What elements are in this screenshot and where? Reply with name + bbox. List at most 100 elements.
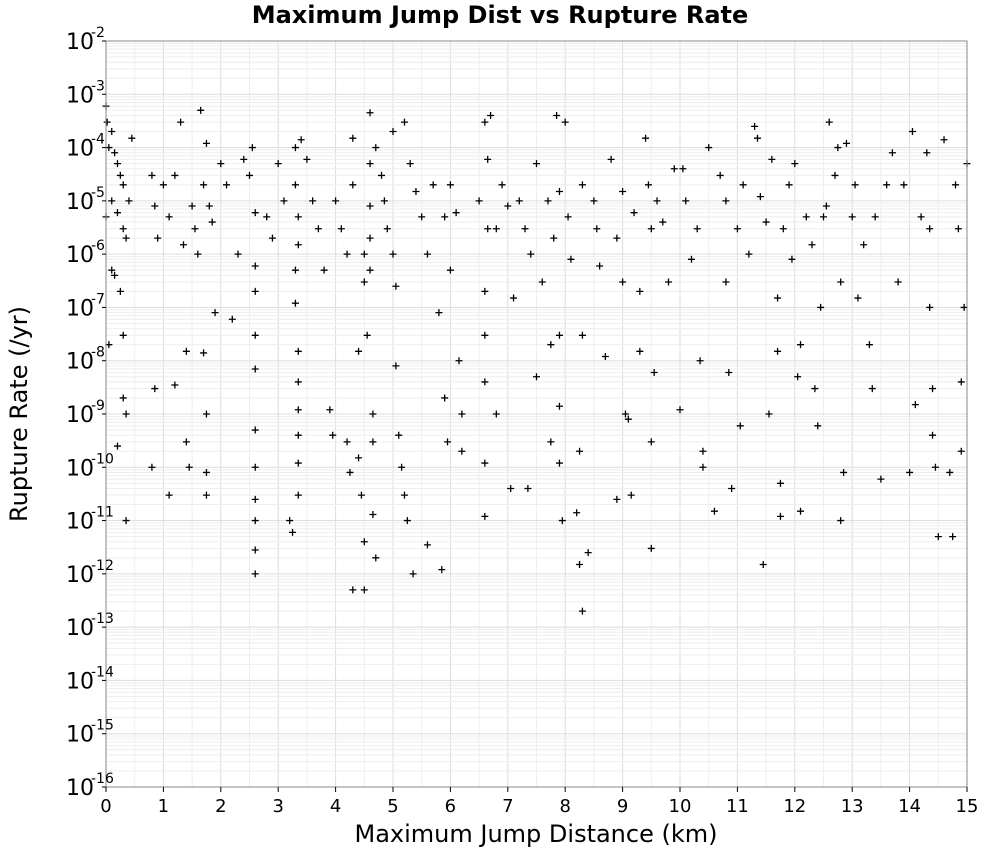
data-point <box>647 438 655 446</box>
data-point <box>343 250 351 258</box>
data-point <box>246 171 253 179</box>
data-point <box>906 468 914 476</box>
data-point <box>154 234 162 242</box>
data-point <box>650 369 658 377</box>
data-point <box>111 271 119 279</box>
data-point <box>122 410 130 418</box>
data-point <box>553 111 561 119</box>
data-point <box>194 250 202 258</box>
data-point <box>929 431 937 439</box>
data-point <box>294 491 302 499</box>
data-point <box>400 491 408 499</box>
data-point <box>647 225 655 233</box>
data-point <box>171 381 179 389</box>
data-point <box>369 511 377 518</box>
chart-title: Maximum Jump Dist vs Rupture Rate <box>252 1 749 29</box>
y-tick-label-exponent: -11 <box>91 505 114 521</box>
x-tick-label: 13 <box>841 796 864 817</box>
data-point <box>125 197 133 205</box>
data-point <box>438 566 446 574</box>
data-point <box>679 165 687 173</box>
data-point <box>593 225 601 233</box>
data-point <box>108 128 116 136</box>
data-point <box>613 234 621 242</box>
data-point <box>653 197 661 205</box>
data-point <box>251 570 259 578</box>
x-tick-label: 14 <box>898 796 921 817</box>
y-tick-label-exponent: -7 <box>91 291 105 307</box>
data-point <box>926 225 934 233</box>
data-point <box>435 309 443 317</box>
data-point <box>251 365 259 373</box>
data-point <box>343 438 351 446</box>
data-point <box>389 128 397 136</box>
data-point <box>177 118 185 126</box>
data-point <box>191 225 199 233</box>
data-point <box>389 250 397 258</box>
data-point <box>647 544 655 552</box>
data-point <box>917 213 925 221</box>
data-point <box>492 225 500 233</box>
data-point <box>294 347 302 355</box>
data-point <box>931 463 939 471</box>
y-tick-label-base: 10 <box>66 83 94 108</box>
data-point <box>814 422 822 430</box>
data-point <box>825 118 833 126</box>
data-point <box>360 538 368 546</box>
data-point <box>492 410 500 418</box>
data-point <box>877 475 885 483</box>
data-point <box>544 197 552 205</box>
x-axis-ticks: 0 1 2 3 4 5 6 7 8 9 10 11 12 13 14 15 <box>100 787 978 817</box>
y-tick-label-base: 10 <box>66 243 94 268</box>
data-point <box>165 213 173 221</box>
data-point <box>251 262 259 270</box>
data-point <box>561 118 569 126</box>
data-point <box>908 128 916 136</box>
data-point <box>251 209 259 217</box>
y-tick-label-base: 10 <box>66 190 94 215</box>
y-tick-label-base: 10 <box>66 563 94 588</box>
data-point <box>455 357 463 365</box>
data-point <box>722 197 730 205</box>
data-point <box>756 193 764 201</box>
data-point <box>670 165 678 173</box>
x-axis-label: Maximum Jump Distance (km) <box>355 820 718 848</box>
data-point <box>725 369 733 377</box>
data-point <box>507 484 515 492</box>
data-point <box>372 554 380 562</box>
data-point <box>576 447 584 455</box>
data-point <box>248 144 256 152</box>
data-point <box>395 431 403 439</box>
data-point <box>200 349 208 357</box>
data-point <box>687 255 695 263</box>
data-point <box>240 155 248 163</box>
data-point <box>116 287 124 295</box>
x-tick-label: 10 <box>669 796 692 817</box>
data-point <box>929 385 937 393</box>
data-point <box>412 187 420 195</box>
data-point <box>366 109 374 117</box>
data-point <box>251 517 259 525</box>
data-point <box>182 438 190 446</box>
data-point <box>105 341 113 349</box>
data-point <box>418 213 426 221</box>
data-point <box>119 394 127 402</box>
data-point <box>768 155 776 163</box>
data-point <box>441 394 449 402</box>
data-point <box>820 213 827 221</box>
data-point <box>446 266 454 274</box>
data-point <box>366 234 374 242</box>
data-point <box>406 160 414 168</box>
data-point <box>372 144 380 152</box>
data-point <box>584 549 592 557</box>
data-point <box>398 463 406 471</box>
data-point <box>911 401 919 409</box>
data-point <box>116 171 124 179</box>
data-point <box>185 463 193 471</box>
data-point <box>567 255 575 263</box>
data-point <box>197 106 205 114</box>
data-point <box>369 410 377 418</box>
y-tick-label-exponent: -4 <box>91 132 105 148</box>
data-point <box>291 181 299 189</box>
x-tick-label: 3 <box>272 796 283 817</box>
